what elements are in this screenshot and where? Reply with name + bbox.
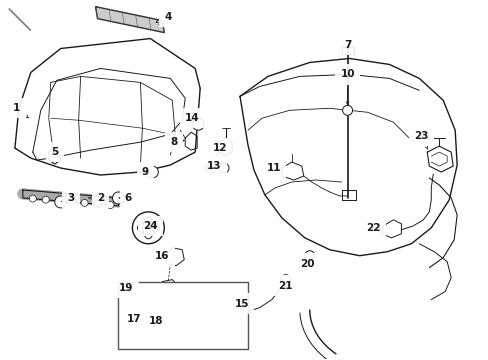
Circle shape <box>81 199 88 206</box>
Circle shape <box>192 118 203 130</box>
FancyBboxPatch shape <box>118 282 247 349</box>
Text: 21: 21 <box>278 280 292 291</box>
Text: 3: 3 <box>61 193 74 203</box>
Circle shape <box>146 166 158 178</box>
Circle shape <box>152 315 164 328</box>
Text: 17: 17 <box>127 314 142 324</box>
Circle shape <box>55 197 62 204</box>
Text: 1: 1 <box>13 103 28 118</box>
Text: 20: 20 <box>300 259 314 269</box>
Text: 5: 5 <box>51 147 58 157</box>
Circle shape <box>132 212 164 244</box>
Text: 11: 11 <box>266 163 281 173</box>
Text: 16: 16 <box>155 251 169 261</box>
Text: 24: 24 <box>143 221 157 231</box>
Polygon shape <box>95 7 164 32</box>
Text: 9: 9 <box>142 167 149 177</box>
Circle shape <box>280 275 290 285</box>
Text: 10: 10 <box>340 69 354 105</box>
Circle shape <box>94 201 101 207</box>
Circle shape <box>219 163 228 173</box>
Text: 14: 14 <box>184 113 199 123</box>
Circle shape <box>130 314 142 325</box>
Circle shape <box>205 163 215 173</box>
Text: 6: 6 <box>119 193 132 203</box>
Text: 15: 15 <box>234 298 249 309</box>
Circle shape <box>107 202 114 208</box>
Circle shape <box>68 198 75 205</box>
Circle shape <box>55 196 66 208</box>
Circle shape <box>42 196 49 203</box>
Circle shape <box>342 105 352 115</box>
Circle shape <box>304 251 314 261</box>
Text: 2: 2 <box>89 193 104 203</box>
Ellipse shape <box>142 217 154 239</box>
Text: 8: 8 <box>170 137 184 147</box>
Ellipse shape <box>137 222 159 233</box>
Polygon shape <box>9 9 31 31</box>
Text: 22: 22 <box>366 223 380 233</box>
Text: 19: 19 <box>119 283 133 293</box>
Text: 18: 18 <box>149 316 163 327</box>
Circle shape <box>207 165 212 171</box>
Text: 7: 7 <box>343 40 350 50</box>
Circle shape <box>112 192 124 204</box>
Text: 13: 13 <box>206 161 221 171</box>
Circle shape <box>29 195 36 202</box>
Text: 23: 23 <box>413 131 427 149</box>
Text: 4: 4 <box>156 12 172 22</box>
Polygon shape <box>95 9 162 31</box>
Text: 12: 12 <box>212 143 227 153</box>
